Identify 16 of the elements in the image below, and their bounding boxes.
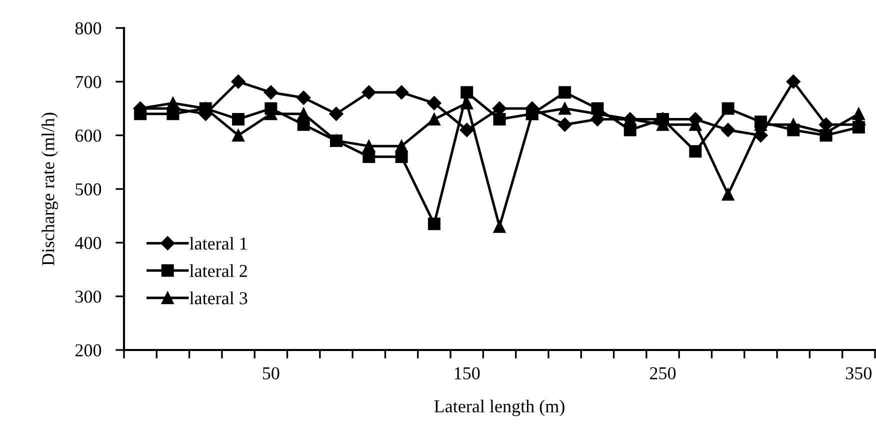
y-tick-label: 400 <box>75 236 102 250</box>
y-tick-label: 600 <box>75 130 102 142</box>
x-axis-title: Lateral length (m) <box>434 400 564 416</box>
legend-label: lateral 3 <box>190 292 248 304</box>
y-tick-label: 300 <box>76 290 102 303</box>
y-tick-label: 800 <box>75 22 102 34</box>
y-axis-title: Discharge rate (ml/h) <box>42 112 58 266</box>
y-tick-label: 200 <box>75 344 102 356</box>
y-tick-label: 700 <box>76 76 102 88</box>
x-tick-label: 150 <box>454 367 480 380</box>
legend-label: lateral 2 <box>190 264 247 278</box>
legend-label: lateral 1 <box>190 236 247 250</box>
y-tick-label: 500 <box>76 183 102 196</box>
x-tick-label: 50 <box>262 367 280 380</box>
x-tick-label: 250 <box>650 367 676 380</box>
x-tick-label: 350 <box>846 367 872 380</box>
